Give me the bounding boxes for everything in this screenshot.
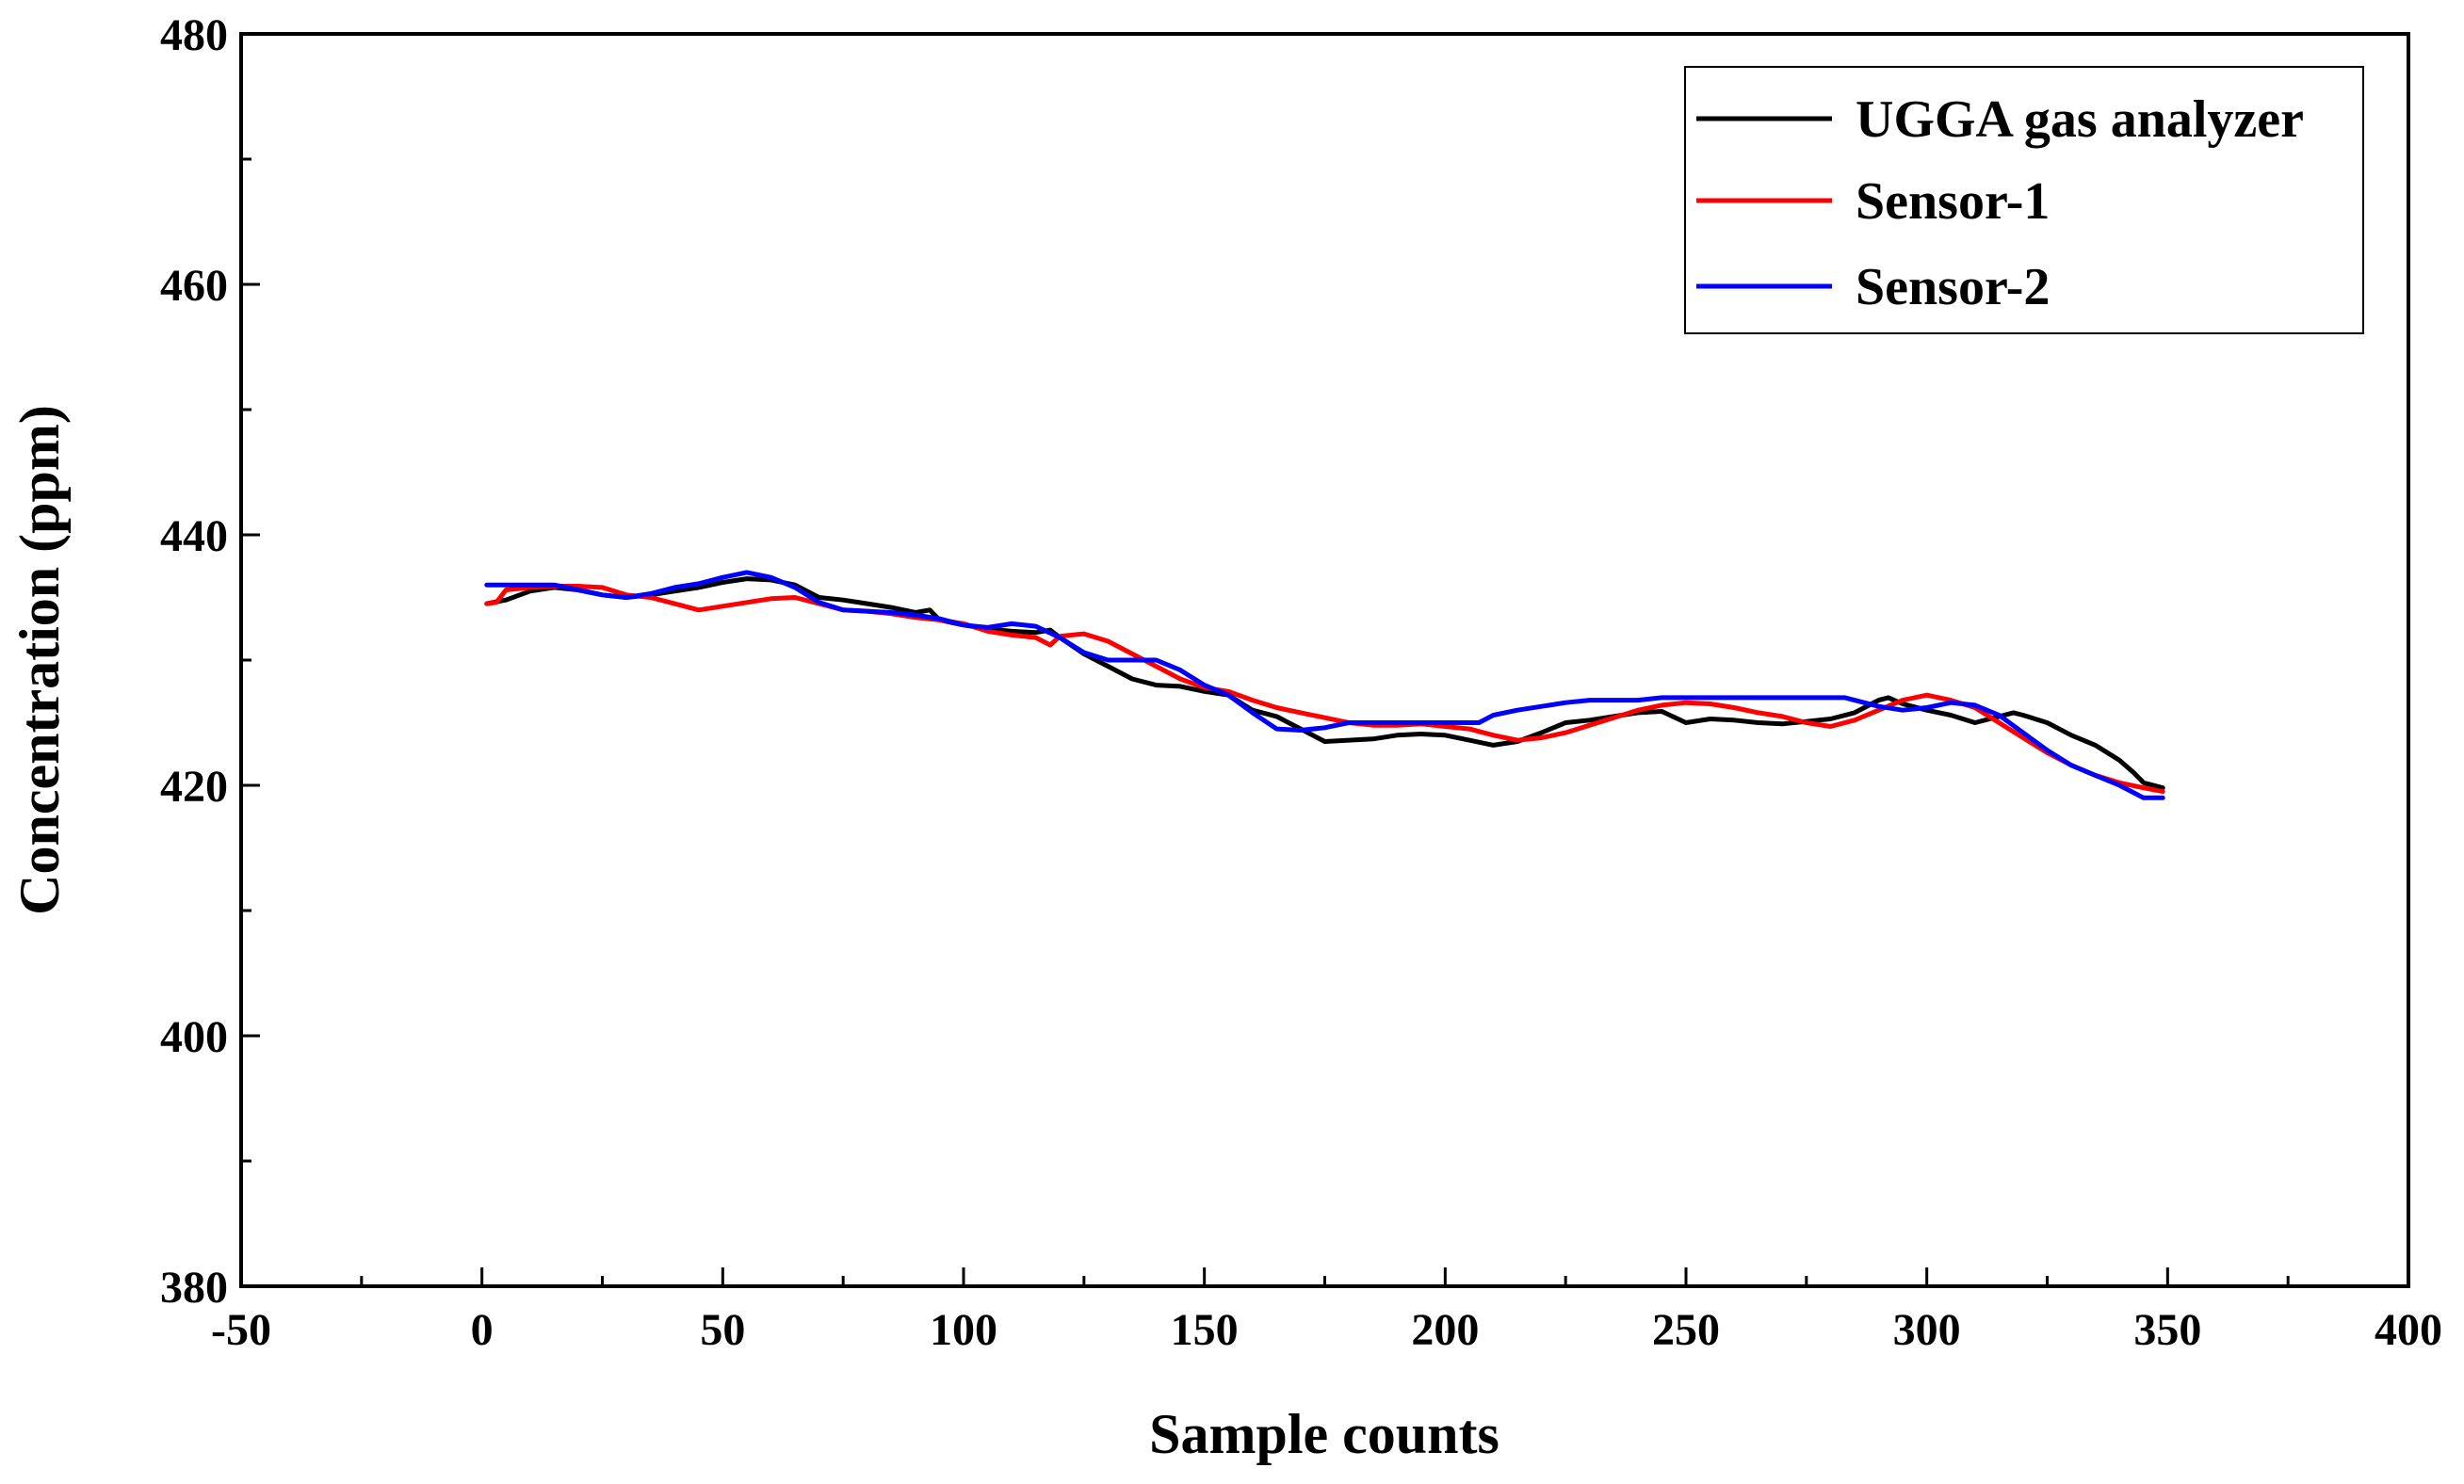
y-tick-label: 380 (160, 1263, 228, 1313)
series-line-ugga (484, 576, 2165, 791)
legend-label-ugga: UGGA gas analyzer (1856, 90, 2304, 149)
y-tick-label: 400 (160, 1012, 228, 1062)
y-tick-label: 460 (160, 261, 228, 311)
legend: UGGA gas analyzer Sensor-1 Sensor-2 (1684, 66, 2364, 334)
x-tick-label: -50 (211, 1305, 271, 1355)
legend-label-sensor-2: Sensor-2 (1856, 258, 2050, 316)
x-tick-label: 350 (2133, 1305, 2201, 1355)
x-tick-label: 100 (930, 1305, 997, 1355)
x-tick-label: 0 (471, 1305, 494, 1355)
axis-ticks (239, 32, 2410, 1288)
y-tick-label: 480 (160, 10, 228, 60)
series-lines (484, 570, 2165, 800)
series-line-sensor-2 (484, 570, 2165, 800)
axis-tick-labels: -50 0 50 100 150 200 250 300 350 400 380 400 420 440 4… (160, 10, 2442, 1355)
x-tick-label: 400 (2375, 1305, 2442, 1355)
y-tick-label: 440 (160, 511, 228, 561)
x-tick-label: 150 (1171, 1305, 1239, 1355)
series-line-sensor-1 (484, 584, 2165, 795)
x-tick-label: 200 (1411, 1305, 1479, 1355)
y-axis-title: Concentration (ppm) (8, 405, 71, 915)
legend-label-sensor-1: Sensor-1 (1856, 172, 2050, 231)
x-axis-title: Sample counts (1149, 1403, 1499, 1465)
x-tick-label: 250 (1652, 1305, 1720, 1355)
x-tick-label: 300 (1893, 1305, 1961, 1355)
x-tick-label: 50 (700, 1305, 745, 1355)
y-tick-label: 420 (160, 762, 228, 812)
